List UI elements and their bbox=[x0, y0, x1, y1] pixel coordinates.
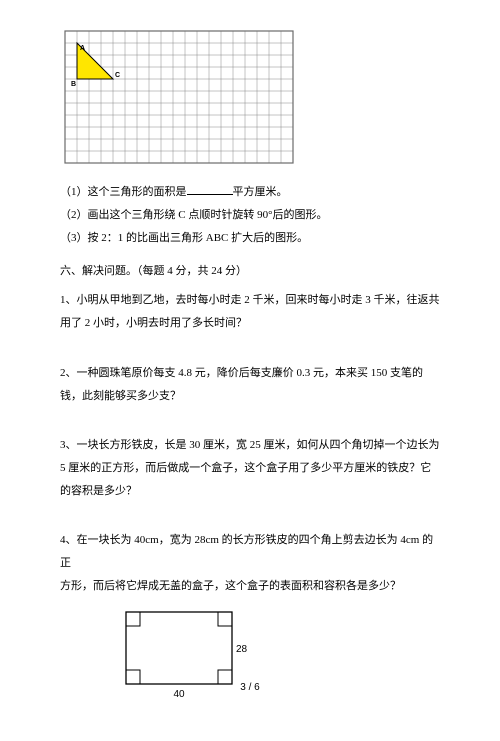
q1-1-pre: （1）这个三角形的面积是 bbox=[60, 186, 187, 198]
q1-1-post: 平方厘米。 bbox=[233, 186, 288, 198]
box-figure: 4028 bbox=[110, 608, 440, 721]
box-svg: 4028 bbox=[110, 608, 268, 718]
blank-area bbox=[187, 184, 233, 195]
q1-1: （1）这个三角形的面积是 平方厘米。 bbox=[60, 181, 440, 204]
p3-line-c: 的容积是多少？ bbox=[60, 480, 440, 503]
problem-3: 3、一块长方形铁皮，长是 30 厘米，宽 25 厘米，如何从四个角切掉一个边长为… bbox=[60, 434, 440, 503]
svg-text:C: C bbox=[115, 72, 120, 79]
problem-1: 1、小明从甲地到乙地，去时每小时走 2 千米，回来时每小时走 3 千米，往返共 … bbox=[60, 289, 440, 335]
page-footer: 3 / 6 bbox=[0, 682, 500, 693]
p1-line-b: 用了 2 小时，小明去时用了多长时间？ bbox=[60, 312, 440, 335]
p3-line-b: 5 厘米的正方形，而后做成一个盒子，这个盒子用了多少平方厘米的铁皮？它 bbox=[60, 457, 440, 480]
svg-text:B: B bbox=[71, 81, 76, 88]
q1-3: （3）按 2：1 的比画出三角形 ABC 扩大后的图形。 bbox=[60, 227, 440, 250]
grid-figure: A B C bbox=[64, 30, 440, 167]
svg-text:A: A bbox=[80, 45, 85, 52]
q1-2: （2）画出这个三角形绕 C 点顺时针旋转 90°后的图形。 bbox=[60, 204, 440, 227]
svg-text:28: 28 bbox=[236, 644, 248, 655]
p1-line-a: 1、小明从甲地到乙地，去时每小时走 2 千米，回来时每小时走 3 千米，往返共 bbox=[60, 289, 440, 312]
grid-svg: A B C bbox=[64, 30, 294, 164]
p2-line-b: 钱，此刻能够买多少支？ bbox=[60, 385, 440, 408]
p4-line-b: 方形，而后将它焊成无盖的盒子，这个盒子的表面积和容积各是多少？ bbox=[60, 575, 440, 598]
p3-line-a: 3、一块长方形铁皮，长是 30 厘米，宽 25 厘米，如何从四个角切掉一个边长为 bbox=[60, 434, 440, 457]
problem-2: 2、一种圆珠笔原价每支 4.8 元，降价后每支廉价 0.3 元，本来买 150 … bbox=[60, 362, 440, 408]
p2-line-a: 2、一种圆珠笔原价每支 4.8 元，降价后每支廉价 0.3 元，本来买 150 … bbox=[60, 362, 440, 385]
p4-line-a: 4、在一块长为 40cm，宽为 28cm 的长方形铁皮的四个角上剪去边长为 4c… bbox=[60, 529, 440, 575]
section-6-title: 六、解决问题。（每题 4 分，共 24 分） bbox=[60, 260, 440, 283]
